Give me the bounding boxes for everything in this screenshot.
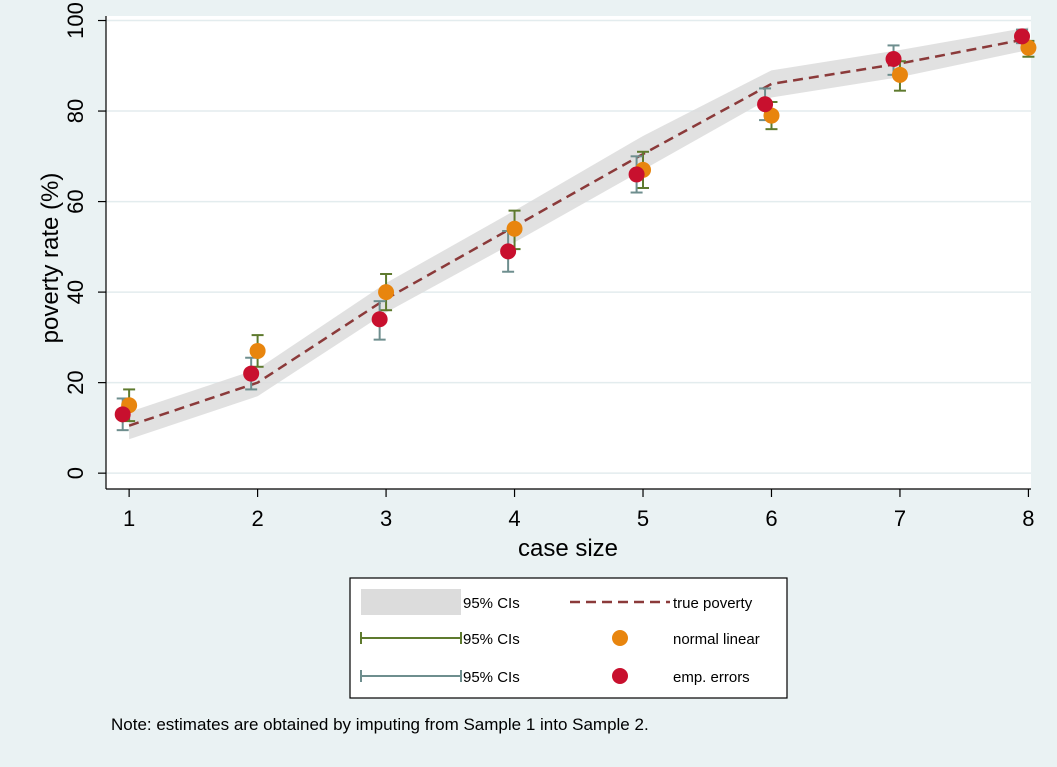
legend-normal-linear-label: normal linear [673, 631, 760, 648]
emp-errors-point [1014, 28, 1031, 45]
emp-errors-point [757, 96, 774, 113]
emp-errors-point [371, 311, 388, 328]
y-tick-labels: 0 20 40 60 80 100 [63, 2, 88, 479]
true-poverty-line [128, 37, 1029, 427]
x-tick-label: 2 [251, 506, 263, 531]
x-tick-labels: 1 2 3 4 5 6 7 8 [123, 506, 1035, 531]
x-tick-label: 5 [637, 506, 649, 531]
x-tick-label: 1 [123, 506, 135, 531]
y-tick-label: 60 [63, 189, 88, 213]
y-axis-title: poverty rate (%) [37, 173, 64, 344]
emp-errors-point [628, 166, 645, 183]
legend-ci-band-label: 95% CIs [463, 595, 520, 612]
plot-background [106, 16, 1031, 489]
x-tick-label: 7 [894, 506, 906, 531]
axes [98, 16, 1031, 497]
legend-ci-band-swatch [361, 589, 461, 615]
x-tick-label: 6 [765, 506, 777, 531]
legend-emp-errors-marker [612, 668, 628, 684]
legend-normal-linear-marker [612, 630, 628, 646]
data-points [114, 28, 1037, 423]
normal-linear-point [891, 66, 908, 83]
emp-errors-point [243, 365, 260, 382]
y-tick-label: 40 [63, 280, 88, 304]
emp-errors-point [885, 51, 902, 67]
y-tick-label: 20 [63, 370, 88, 394]
y-tick-label: 100 [63, 2, 88, 39]
y-tick-label: 0 [63, 467, 88, 479]
note-text: Note: estimates are obtained by imputing… [111, 715, 649, 734]
x-tick-label: 8 [1022, 506, 1034, 531]
legend-emp-ci-swatch [360, 670, 462, 682]
normal-linear-point [378, 284, 395, 301]
legend-emp-ci-label: 95% CIs [463, 669, 520, 686]
emp-errors-point [114, 406, 131, 423]
emp-errors-point [500, 243, 517, 260]
ci-band [129, 27, 1029, 440]
legend-normal-ci-swatch [360, 632, 462, 644]
x-tick-label: 3 [380, 506, 392, 531]
legend-true-poverty-label: true poverty [673, 595, 753, 612]
y-tick-label: 80 [63, 99, 88, 123]
legend-emp-errors-label: emp. errors [673, 669, 750, 686]
x-tick-label: 4 [508, 506, 520, 531]
legend: 95% CIs true poverty 95% CIs normal line… [349, 577, 788, 699]
x-axis-title: case size [518, 535, 618, 562]
normal-linear-point [506, 220, 523, 237]
normal-linear-point [249, 342, 266, 359]
legend-normal-ci-label: 95% CIs [463, 631, 520, 648]
